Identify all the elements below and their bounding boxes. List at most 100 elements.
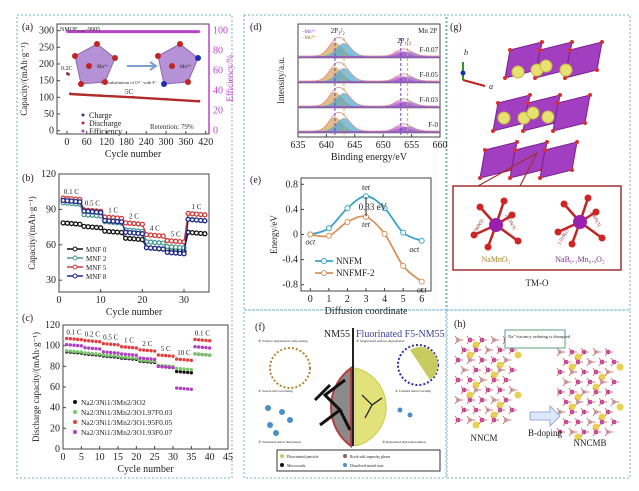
bond [556, 427, 561, 433]
bond [490, 355, 495, 361]
bond [562, 381, 567, 387]
bond [580, 367, 585, 373]
data-point [152, 239, 158, 246]
legend-label: MNF 2 [86, 255, 107, 263]
data-point [134, 353, 139, 357]
data-point [101, 341, 106, 346]
atom [195, 55, 201, 61]
dissolved-ion [267, 422, 273, 428]
atom [161, 81, 167, 87]
data-point [178, 367, 183, 371]
tick-label: -0.8 [282, 280, 298, 291]
data-point [178, 370, 183, 374]
sodium-atom [497, 111, 511, 125]
tick-label: 300 [39, 26, 54, 37]
data-point [97, 340, 102, 344]
data-point [185, 370, 190, 375]
bond [490, 399, 495, 405]
data-point [185, 387, 190, 391]
bond [484, 345, 489, 351]
bond [484, 409, 489, 415]
tick-label: 6 [419, 294, 424, 305]
legend-label: Efficiency [89, 127, 122, 136]
data-point [160, 353, 164, 357]
bond [484, 389, 489, 395]
bond [460, 365, 465, 371]
data-point [185, 367, 190, 372]
data-point [118, 219, 125, 225]
data-point [145, 348, 150, 353]
data-point [68, 343, 73, 347]
data-point [145, 356, 150, 361]
panel-label-e: (e) [250, 175, 261, 186]
data-point [102, 228, 108, 234]
legend-label: Discharge [89, 119, 122, 128]
peak-fill [298, 76, 440, 83]
legend-marker [321, 270, 327, 276]
data-point [72, 349, 76, 354]
tick-label: 40 [50, 403, 60, 414]
oxygen-atom [508, 48, 512, 52]
dissolved-ion [279, 409, 285, 415]
envelope-curve [298, 86, 441, 107]
bond [556, 407, 561, 413]
legend-marker [81, 113, 85, 117]
data-point [102, 217, 108, 224]
data-point [193, 345, 197, 349]
tick-label: 0 [49, 126, 54, 137]
particle-section [410, 346, 439, 380]
bond [598, 397, 603, 403]
data-point [189, 367, 194, 372]
arrow-icon [529, 404, 561, 428]
bond [502, 415, 507, 421]
data-point [173, 244, 179, 250]
rate-label: 5 C [161, 345, 171, 353]
data-point [77, 221, 83, 227]
bond [562, 421, 567, 427]
bond [604, 391, 609, 397]
sodium-atom [490, 371, 498, 379]
sample-label: F-0.07 [420, 46, 439, 54]
data-point [193, 217, 200, 223]
bond [490, 395, 495, 401]
bond [592, 391, 597, 397]
bond [502, 419, 507, 425]
data-point [90, 351, 95, 356]
oxygen-atom [484, 243, 492, 251]
bond [454, 339, 459, 345]
bond [466, 339, 471, 345]
data-point [164, 98, 168, 101]
legend-marker [73, 430, 77, 434]
oxygen-atom [592, 208, 600, 216]
data-point [75, 343, 80, 348]
sodium-atom [490, 411, 498, 419]
data-point [130, 353, 135, 357]
legend-marker [73, 420, 77, 424]
bond [586, 377, 591, 383]
bond [586, 397, 591, 403]
data-point [200, 352, 205, 357]
oxygen-atom [508, 211, 516, 219]
data-point [204, 345, 208, 350]
bond [580, 371, 585, 377]
chart-title: Mn 2P [418, 27, 437, 35]
bond [508, 409, 513, 415]
bond [604, 347, 609, 353]
data-point [160, 233, 166, 239]
data-point [94, 352, 98, 356]
oxygen-atom [563, 76, 567, 80]
bond [454, 399, 459, 405]
data-point [178, 357, 183, 362]
substitution-label: The substitution of O²⁻ with F⁻ [100, 80, 158, 85]
bond [580, 407, 585, 413]
legend-label: Dissolved metal ions [350, 463, 384, 468]
bond [484, 349, 489, 355]
legend-marker [343, 463, 347, 467]
tick-label: 0 [64, 137, 69, 148]
bond [592, 347, 597, 353]
data-point [156, 233, 162, 239]
data-point [193, 337, 197, 342]
data-point [148, 239, 154, 245]
data-point [127, 220, 133, 226]
rate-label: 1 C [108, 207, 118, 215]
